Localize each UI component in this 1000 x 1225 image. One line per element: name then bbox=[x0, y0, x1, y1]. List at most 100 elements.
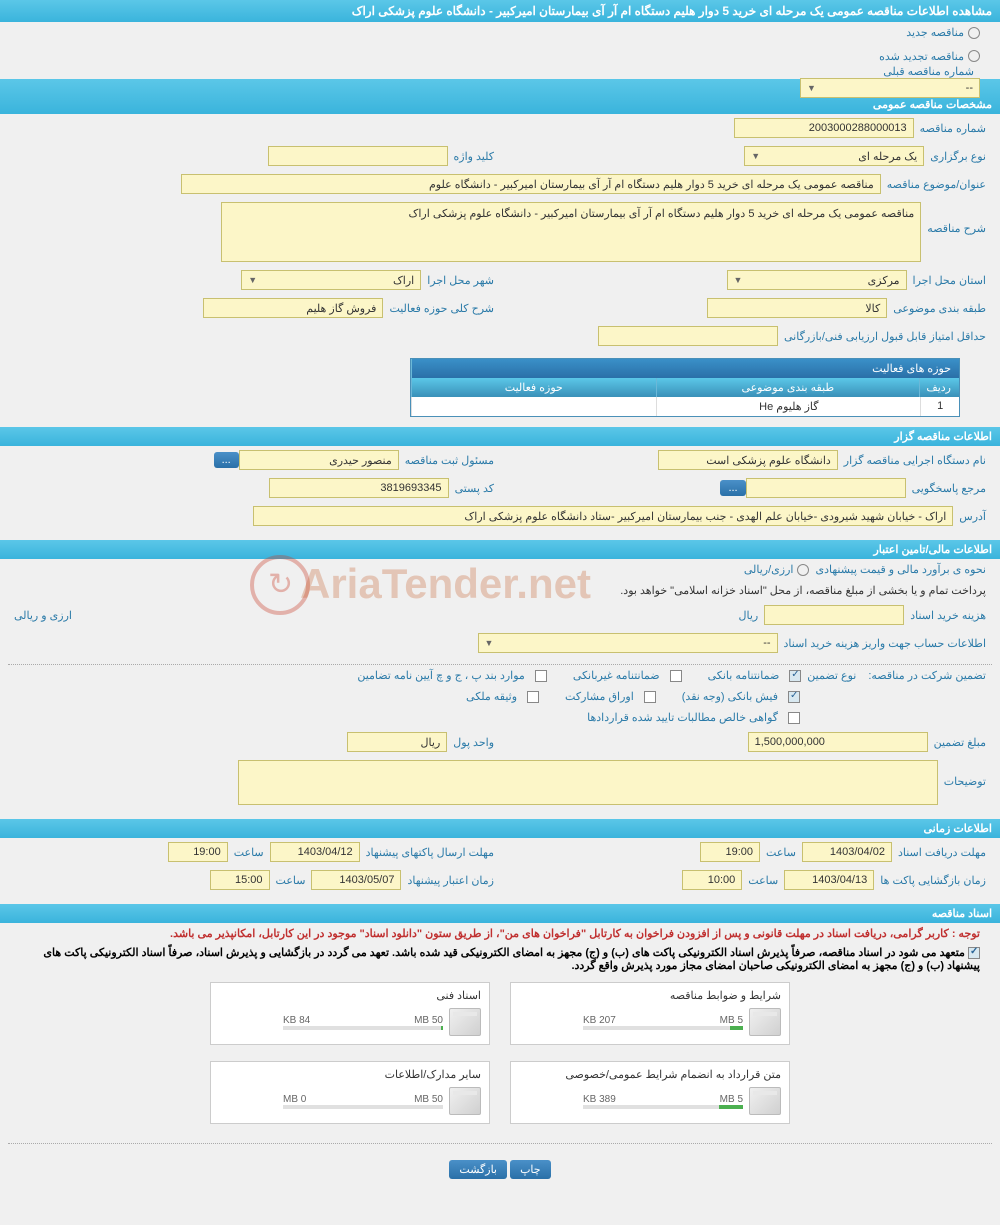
checkbox-icon bbox=[527, 691, 539, 703]
estimate-radio[interactable]: ارزی/ریالی bbox=[744, 563, 810, 576]
notes-field[interactable] bbox=[238, 760, 938, 805]
tender-number-field: 2003000288000013 bbox=[734, 118, 914, 138]
file-size: 84 KB bbox=[283, 1015, 310, 1026]
reg-lookup-button[interactable]: ... bbox=[214, 452, 239, 468]
checkbox-nonbank-guarantee[interactable]: ضمانتنامه غیربانکی bbox=[567, 669, 682, 682]
folder-icon bbox=[749, 1008, 781, 1036]
chevron-down-icon: ▼ bbox=[248, 275, 257, 285]
checkbox-label: فیش بانکی (وجه نقد) bbox=[676, 690, 784, 703]
notice-text: متعهد می شود در اسناد مناقصه، صرفاً پذیر… bbox=[43, 947, 980, 972]
table-row: 1 گاز هلیوم He bbox=[411, 397, 959, 416]
file-max: 5 MB bbox=[720, 1015, 743, 1026]
checkbox-label: ضمانتنامه غیربانکی bbox=[567, 669, 666, 682]
file-max: 5 MB bbox=[720, 1094, 743, 1105]
prev-number-dropdown[interactable]: -- ▼ bbox=[800, 78, 980, 98]
chevron-down-icon: ▼ bbox=[485, 638, 494, 648]
validity-label: زمان اعتبار پیشنهاد bbox=[401, 874, 500, 887]
contact-lookup-button[interactable]: ... bbox=[720, 480, 745, 496]
agreement-checkbox[interactable] bbox=[968, 947, 980, 959]
radio-new-tender[interactable]: مناقصه جدید bbox=[906, 26, 980, 39]
unit-field: ریال bbox=[347, 732, 447, 752]
file-box-technical[interactable]: اسناد فنی 50 MB84 KB bbox=[210, 982, 490, 1045]
keyword-label: کلید واژه bbox=[448, 150, 500, 163]
city-dropdown[interactable]: اراک ▼ bbox=[241, 270, 421, 290]
radio-label: مناقصه جدید bbox=[906, 26, 964, 39]
account-info-label: اطلاعات حساب جهت واریز هزینه خرید اسناد bbox=[778, 637, 992, 650]
checkbox-icon bbox=[788, 691, 800, 703]
category-field: کالا bbox=[707, 298, 887, 318]
radio-label: ارزی/ریالی bbox=[744, 563, 794, 576]
chevron-down-icon: ▼ bbox=[751, 151, 760, 161]
validity-time[interactable]: 15:00 bbox=[210, 870, 270, 890]
activity-table: حوزه های فعالیت ردیف طبقه بندی موضوعی حو… bbox=[410, 358, 960, 417]
radio-icon bbox=[968, 27, 980, 39]
description-field[interactable]: مناقصه عمومی یک مرحله ای خرید 5 دوار هلی… bbox=[221, 202, 921, 262]
row-activity bbox=[411, 397, 656, 416]
payment-note: پرداخت تمام و یا بخشی از مبلغ مناقصه، از… bbox=[614, 584, 992, 597]
row-category: گاز هلیوم He bbox=[656, 397, 920, 416]
radio-icon bbox=[968, 50, 980, 62]
envelope-open-time[interactable]: 10:00 bbox=[682, 870, 742, 890]
back-button[interactable]: بازگشت bbox=[449, 1160, 507, 1179]
file-size: 207 KB bbox=[583, 1015, 616, 1026]
notes-label: توضیحات bbox=[938, 760, 992, 788]
activity-desc-field: فروش گاز هلیم bbox=[203, 298, 383, 318]
radio-icon bbox=[797, 564, 809, 576]
file-box-contract[interactable]: متن قرارداد به انضمام شرایط عمومی/خصوصی … bbox=[510, 1061, 790, 1124]
folder-icon bbox=[449, 1087, 481, 1115]
subject-label: عنوان/موضوع مناقصه bbox=[881, 178, 992, 191]
folder-icon bbox=[749, 1087, 781, 1115]
time-label: ساعت bbox=[228, 846, 270, 859]
unit-label: واحد پول bbox=[447, 736, 500, 749]
dropdown-value: -- bbox=[763, 637, 770, 649]
keyword-field[interactable] bbox=[268, 146, 448, 166]
dropdown-value: مرکزی bbox=[868, 274, 900, 287]
type-label: نوع برگزاری bbox=[924, 150, 992, 163]
participation-label: تضمین شرکت در مناقصه: bbox=[862, 669, 992, 682]
category-label: طبقه بندی موضوعی bbox=[887, 302, 992, 315]
file-size: 389 KB bbox=[583, 1094, 616, 1105]
estimate-label: نحوه ی برآورد مالی و قیمت پیشنهادی bbox=[809, 563, 992, 576]
postal-label: کد پستی bbox=[449, 482, 500, 495]
validity-date[interactable]: 1403/05/07 bbox=[311, 870, 401, 890]
file-title: سایر مدارک/اطلاعات bbox=[215, 1066, 485, 1083]
amount-field[interactable]: 1,500,000,000 bbox=[748, 732, 928, 752]
type-dropdown[interactable]: یک مرحله ای ▼ bbox=[744, 146, 924, 166]
file-box-conditions[interactable]: شرایط و ضوابط مناقصه 5 MB207 KB bbox=[510, 982, 790, 1045]
doc-receipt-date[interactable]: 1403/04/02 bbox=[802, 842, 892, 862]
org-label: نام دستگاه اجرایی مناقصه گزار bbox=[838, 454, 992, 467]
org-field: دانشگاه علوم پزشکی است bbox=[658, 450, 838, 470]
account-info-dropdown[interactable]: -- ▼ bbox=[478, 633, 778, 653]
checkbox-regulation-cases[interactable]: موارد بند پ ، ج و چ آیین نامه تضامین bbox=[351, 669, 546, 682]
checkbox-clearance-cert[interactable]: گواهی خالص مطالبات تایید شده قراردادها bbox=[581, 711, 800, 724]
print-button[interactable]: چاپ bbox=[510, 1160, 551, 1179]
address-label: آدرس bbox=[953, 510, 992, 523]
proposal-send-label: مهلت ارسال پاکتهای پیشنهاد bbox=[360, 846, 500, 859]
checkbox-cash-receipt[interactable]: فیش بانکی (وجه نقد) bbox=[676, 690, 800, 703]
contact-label: مرجع پاسخگویی bbox=[906, 482, 992, 495]
doc-receipt-time[interactable]: 19:00 bbox=[700, 842, 760, 862]
checkbox-label: اوراق مشارکت bbox=[559, 690, 640, 703]
min-score-field[interactable] bbox=[598, 326, 778, 346]
subject-field[interactable]: مناقصه عمومی یک مرحله ای خرید 5 دوار هلی… bbox=[181, 174, 881, 194]
proposal-send-time[interactable]: 19:00 bbox=[168, 842, 228, 862]
doc-cost-field[interactable] bbox=[764, 605, 904, 625]
checkbox-label: موارد بند پ ، ج و چ آیین نامه تضامین bbox=[351, 669, 530, 682]
financial-section-header: اطلاعات مالی/تامین اعتبار bbox=[0, 540, 1000, 559]
col-activity-header: حوزه فعالیت bbox=[411, 378, 656, 397]
checkbox-participation-bonds[interactable]: اوراق مشارکت bbox=[559, 690, 656, 703]
province-label: استان محل اجرا bbox=[907, 274, 992, 287]
province-dropdown[interactable]: مرکزی ▼ bbox=[727, 270, 907, 290]
envelope-open-date[interactable]: 1403/04/13 bbox=[784, 870, 874, 890]
checkbox-bank-guarantee[interactable]: ضمانتنامه بانکی bbox=[702, 669, 802, 682]
radio-renewed-tender[interactable]: مناقصه تجدید شده bbox=[879, 50, 980, 63]
file-box-other[interactable]: سایر مدارک/اطلاعات 50 MB0 MB bbox=[210, 1061, 490, 1124]
amount-label: مبلغ تضمین bbox=[928, 736, 992, 749]
proposal-send-date[interactable]: 1403/04/12 bbox=[270, 842, 360, 862]
postal-field: 3819693345 bbox=[269, 478, 449, 498]
notice-2: متعهد می شود در اسناد مناقصه، صرفاً پذیر… bbox=[0, 944, 1000, 974]
min-score-label: حداقل امتیاز قابل قبول ارزیابی فنی/بازرگ… bbox=[778, 330, 992, 343]
page-title: مشاهده اطلاعات مناقصه عمومی یک مرحله ای … bbox=[0, 0, 1000, 22]
checkbox-property-deed[interactable]: وثیقه ملکی bbox=[460, 690, 539, 703]
file-size: 0 MB bbox=[283, 1094, 306, 1105]
